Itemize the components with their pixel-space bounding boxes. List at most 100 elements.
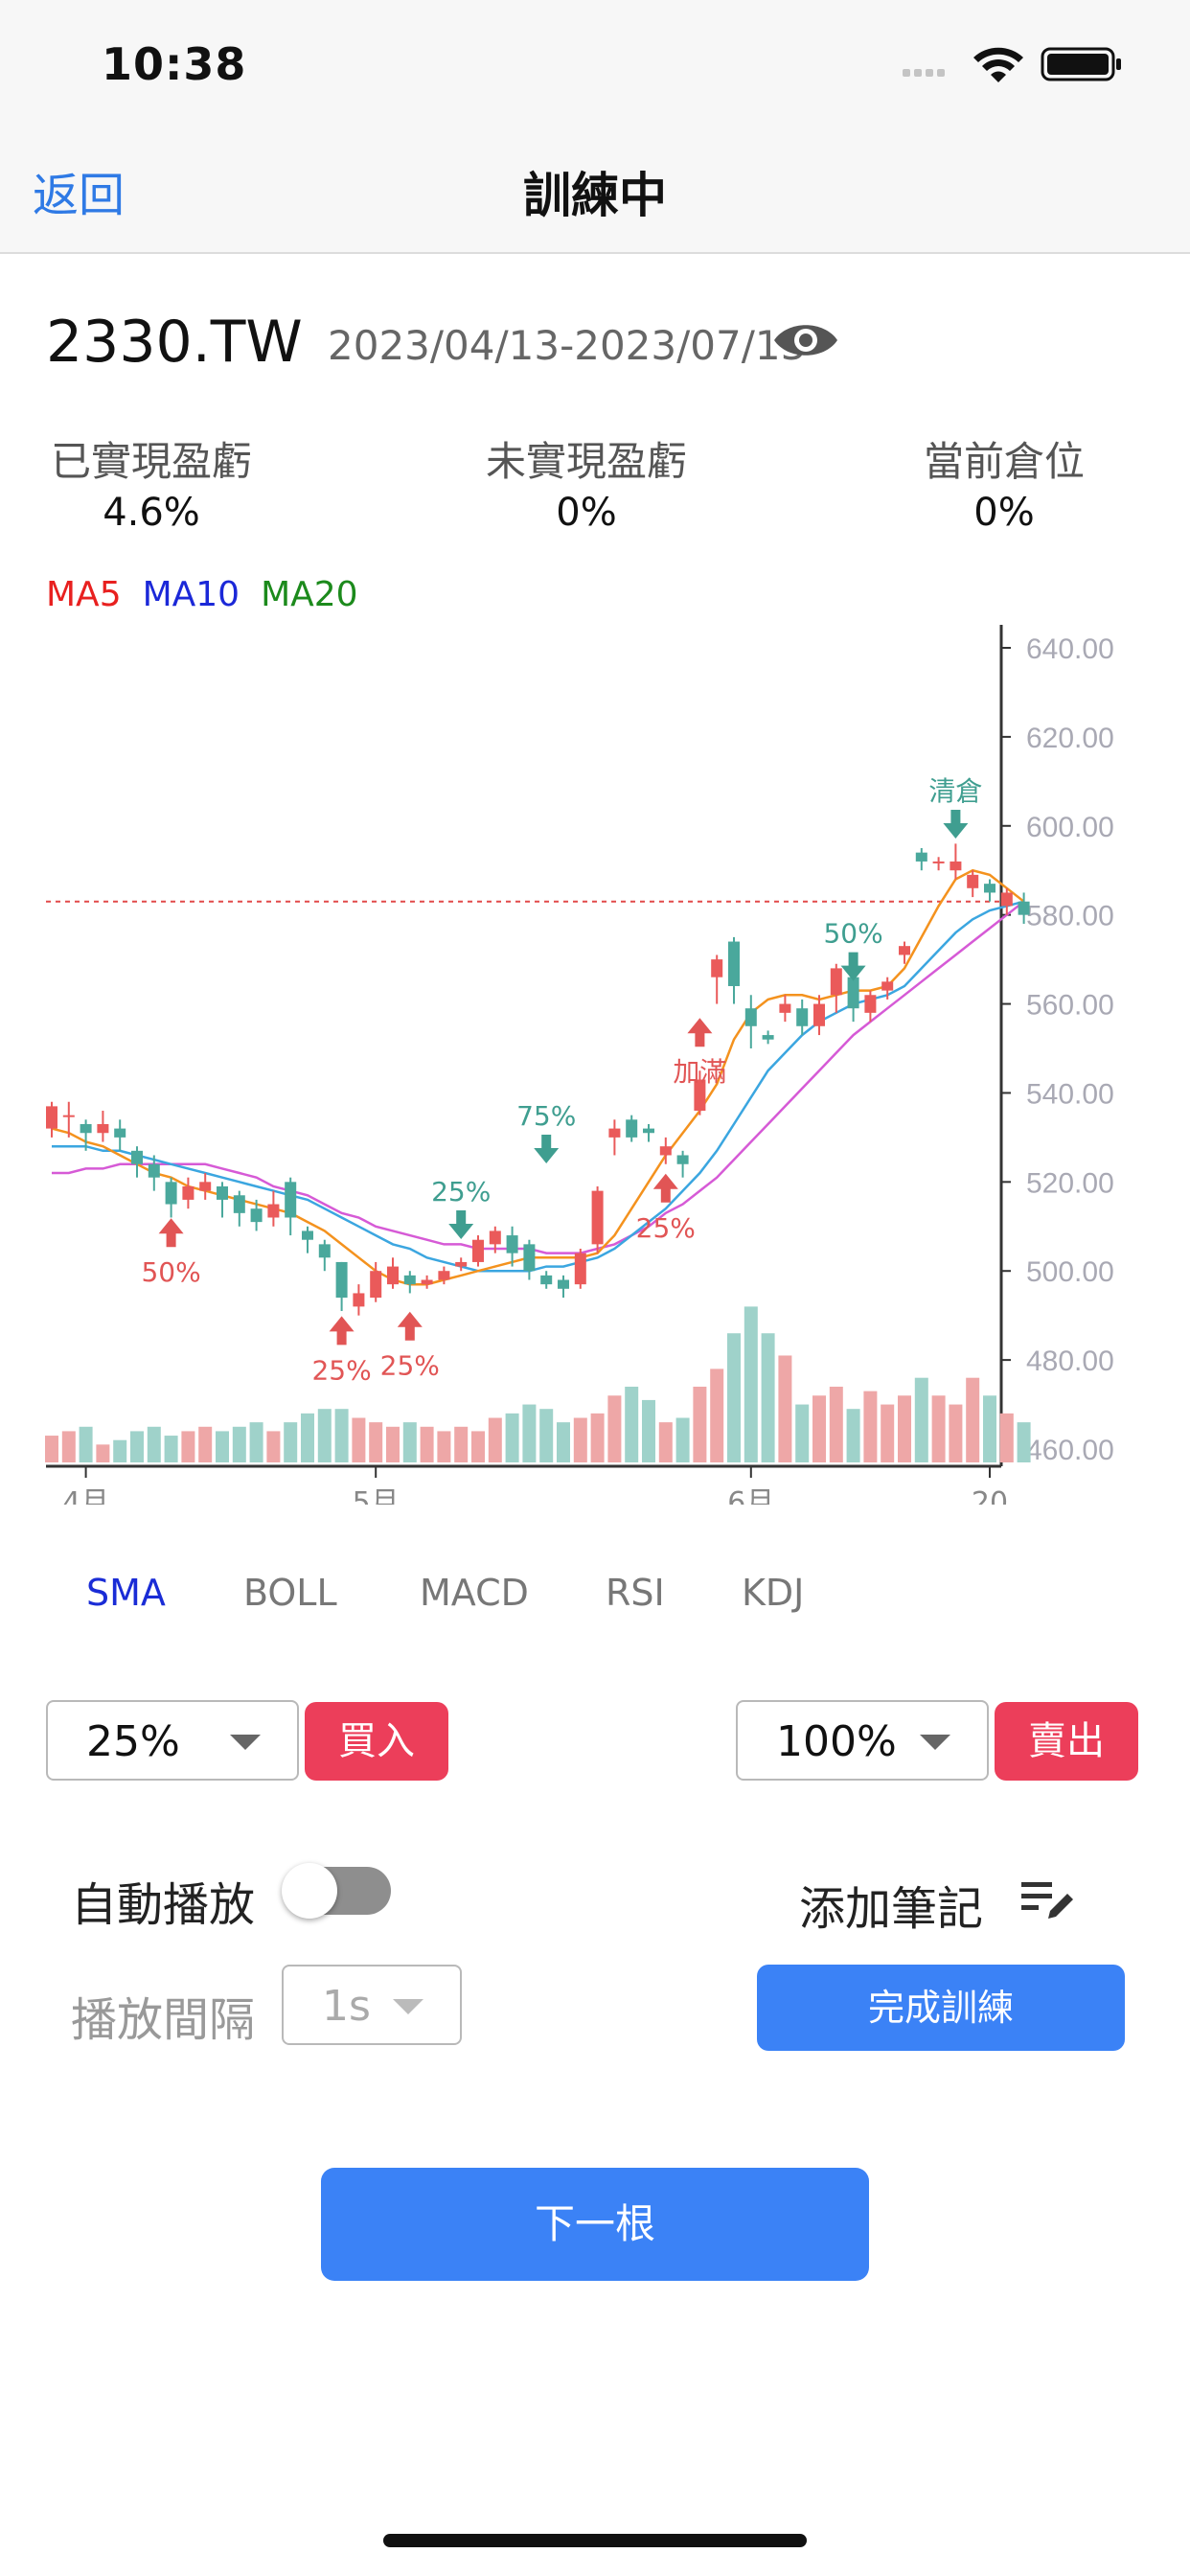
buy-amount-value: 25% — [86, 1717, 180, 1766]
candle-body — [217, 1185, 228, 1200]
sell-arrow-icon — [840, 952, 866, 981]
volume-bar — [164, 1436, 178, 1462]
candle-body — [915, 852, 927, 862]
trade-marker-label: 25% — [380, 1350, 440, 1382]
candle-body — [676, 1155, 689, 1164]
candle-body — [1000, 892, 1013, 907]
candle-body — [643, 1128, 654, 1134]
volume-bar — [795, 1404, 810, 1462]
home-indicator — [383, 2534, 807, 2547]
candle-body — [932, 861, 945, 863]
volume-bar — [999, 1413, 1014, 1462]
sell-amount-select[interactable]: 100% — [736, 1700, 989, 1781]
next-candle-button[interactable]: 下一根 — [321, 2168, 869, 2281]
buy-amount-select[interactable]: 25% — [46, 1700, 299, 1781]
volume-bar — [846, 1409, 860, 1462]
auto-play-toggle[interactable] — [282, 1863, 391, 1919]
play-interval-label: 播放間隔 — [71, 1993, 256, 2047]
volume-bar — [232, 1426, 246, 1462]
tab-rsi[interactable]: RSI — [606, 1572, 665, 1614]
candle-body — [148, 1163, 160, 1178]
volume-bar — [198, 1426, 213, 1462]
sell-arrow-icon — [448, 1210, 474, 1239]
navigation-bar: 返回 訓練中 — [0, 125, 1190, 254]
auto-play-label: 自動播放 — [71, 1878, 256, 1932]
candle-body — [302, 1230, 313, 1240]
candle-body — [899, 946, 910, 955]
status-bar: 10:38 — [0, 0, 1190, 125]
sell-arrow-icon — [534, 1135, 560, 1164]
volume-bar — [642, 1399, 655, 1462]
cellular-signal-icon — [903, 69, 945, 77]
trade-marker-label: 25% — [431, 1176, 491, 1208]
candle-body — [728, 941, 740, 986]
candle-body — [984, 884, 995, 893]
volume-bar — [437, 1431, 451, 1462]
candle-body — [608, 1128, 621, 1138]
volume-bar — [369, 1422, 383, 1462]
add-note-button[interactable]: 添加筆記 — [799, 1882, 984, 1936]
realized-pnl-label: 已實現盈虧 — [50, 438, 252, 485]
volume-bar — [216, 1431, 229, 1462]
position-label: 當前倉位 — [923, 438, 1085, 485]
sell-button[interactable]: 賣出 — [995, 1702, 1138, 1781]
candle-body — [574, 1253, 586, 1285]
page-title: 訓練中 — [523, 168, 667, 223]
candle-body — [864, 995, 877, 1013]
volume-bar — [710, 1368, 724, 1462]
back-button[interactable]: 返回 — [33, 169, 126, 222]
buy-arrow-icon — [687, 1018, 713, 1047]
eye-icon[interactable] — [772, 316, 839, 364]
date-range: 2023/04/13-2023/07/13 — [328, 322, 807, 369]
candle-body — [370, 1271, 382, 1299]
candle-body — [711, 959, 723, 978]
volume-bar — [625, 1386, 639, 1462]
candle-body — [421, 1279, 433, 1285]
candlestick-chart[interactable]: 640.00 620.00 600.00 580.00 560.00 540.00 520.… — [0, 613, 1190, 1505]
ma-legend: MA5 MA10 MA20 — [46, 575, 379, 614]
position-value: 0% — [973, 491, 1035, 535]
volume-bar — [61, 1431, 76, 1462]
tab-boll[interactable]: BOLL — [243, 1572, 337, 1614]
legend-ma20: MA20 — [261, 575, 358, 614]
volume-bar — [949, 1404, 963, 1462]
volume-bar — [522, 1404, 537, 1462]
x-tick-label: 4月 — [62, 1486, 109, 1505]
sell-arrow-icon — [943, 810, 969, 839]
candle-body — [881, 981, 894, 991]
candle-body — [131, 1150, 143, 1164]
ma20-line — [52, 900, 1025, 1254]
buy-arrow-icon — [652, 1173, 678, 1203]
candle-body — [779, 1003, 791, 1013]
trade-marker-label: 加滿 — [673, 1056, 726, 1088]
buy-arrow-icon — [158, 1218, 184, 1248]
volume-bar — [45, 1436, 58, 1462]
volume-bar — [658, 1422, 673, 1462]
y-tick-label: 560.00 — [1026, 990, 1114, 1022]
edit-note-icon[interactable] — [1019, 1876, 1077, 1924]
chevron-down-icon — [230, 1735, 261, 1750]
realized-pnl-value: 4.6% — [103, 491, 200, 535]
volume-bar — [881, 1404, 895, 1462]
volume-bar — [590, 1413, 605, 1462]
candle-body — [80, 1123, 92, 1134]
candle-body — [626, 1119, 638, 1138]
volume-bar — [829, 1386, 843, 1462]
volume-bar — [557, 1422, 570, 1462]
x-tick-label: 20 — [972, 1486, 1008, 1505]
buy-button[interactable]: 買入 — [305, 1702, 448, 1781]
unrealized-pnl-value: 0% — [556, 491, 617, 535]
candle-body — [267, 1204, 280, 1218]
volume-bar — [966, 1377, 980, 1462]
tab-sma[interactable]: SMA — [86, 1572, 166, 1614]
candle-body — [1018, 901, 1030, 915]
tab-macd[interactable]: MACD — [420, 1572, 529, 1614]
legend-ma10: MA10 — [142, 575, 240, 614]
tab-kdj[interactable]: KDJ — [742, 1572, 805, 1614]
volume-bar — [607, 1395, 622, 1462]
volume-bar — [386, 1426, 400, 1462]
finish-training-button[interactable]: 完成訓練 — [757, 1965, 1125, 2051]
play-interval-select[interactable]: 1s — [282, 1965, 462, 2045]
volume-bar — [488, 1417, 502, 1462]
battery-icon — [1041, 47, 1121, 81]
